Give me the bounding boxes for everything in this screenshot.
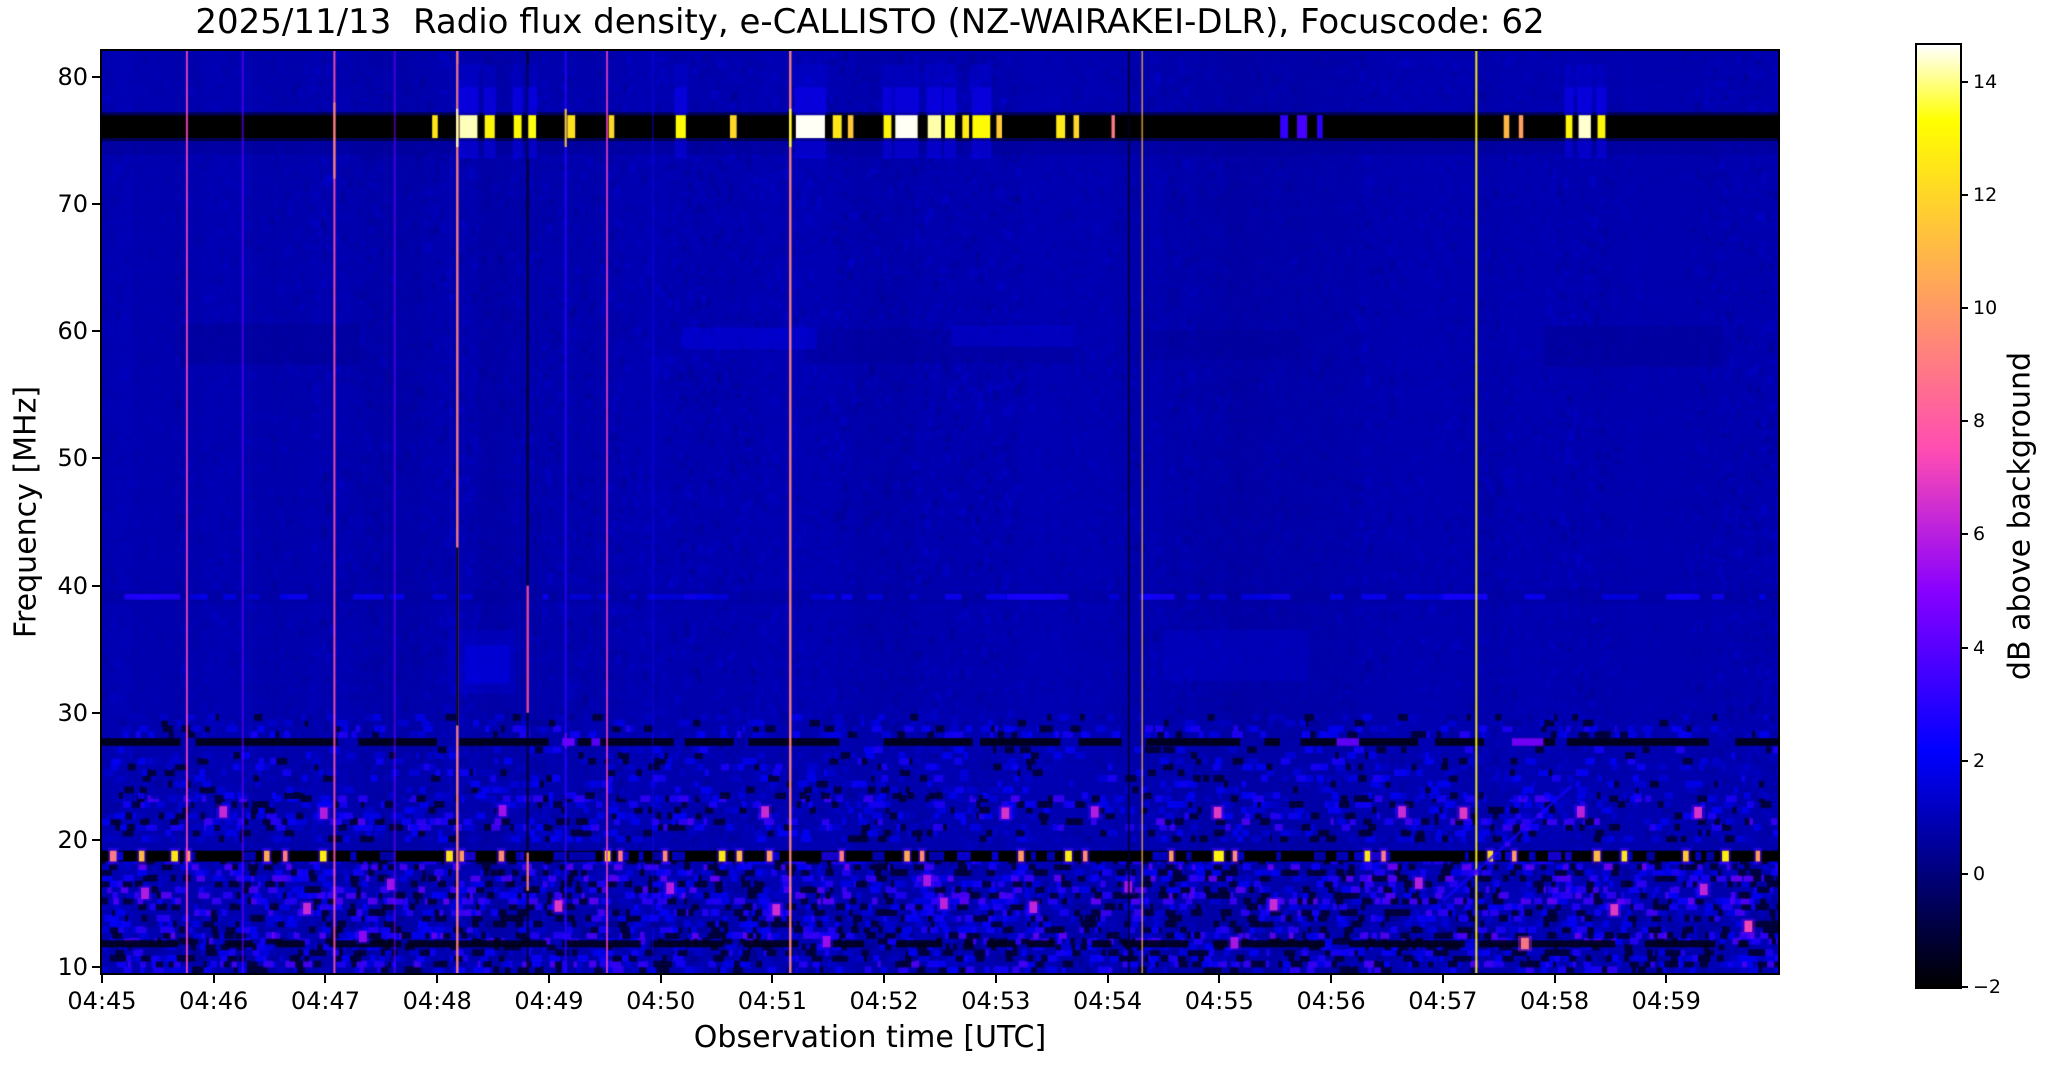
y-tick-mark <box>92 76 102 79</box>
y-axis-label: Frequency [MHz] <box>8 385 44 639</box>
x-tick-mark <box>1553 973 1556 983</box>
x-tick-label: 04:56 <box>1296 987 1366 1015</box>
colorbar-tick-mark <box>1960 80 1968 83</box>
colorbar-canvas <box>1915 43 1962 989</box>
colorbar-tick-label: 0 <box>1973 862 1986 885</box>
colorbar-tick-label: −2 <box>1973 976 2002 998</box>
x-tick-label: 04:51 <box>737 987 807 1015</box>
colorbar-tick-label: 10 <box>1973 297 1998 320</box>
x-tick-label: 04:47 <box>290 987 361 1015</box>
x-tick-label: 04:57 <box>1408 987 1478 1015</box>
y-tick-mark <box>92 330 102 333</box>
x-tick-label: 04:53 <box>961 987 1031 1015</box>
colorbar-tick-mark <box>1960 872 1968 875</box>
colorbar-tick-mark <box>1960 420 1968 423</box>
x-tick-label: 04:54 <box>1073 987 1143 1015</box>
x-tick-label: 04:49 <box>514 987 584 1015</box>
colorbar-tick-mark <box>1960 759 1968 762</box>
x-tick-mark <box>1218 973 1221 983</box>
y-tick-mark <box>92 203 102 206</box>
colorbar-tick-label: 14 <box>1973 70 1998 93</box>
x-axis-label: Observation time [UTC] <box>693 1020 1047 1055</box>
x-tick-mark <box>101 973 103 983</box>
colorbar-label: dB above background <box>2002 351 2038 681</box>
colorbar-tick-label: 2 <box>1973 749 1986 772</box>
x-tick-mark <box>436 973 439 983</box>
x-tick-label: 04:58 <box>1519 987 1590 1015</box>
x-tick-mark <box>771 973 774 983</box>
x-tick-label: 04:45 <box>67 987 137 1015</box>
colorbar-tick-mark <box>1960 646 1968 649</box>
x-tick-label: 04:48 <box>402 987 472 1015</box>
colorbar-tick-label: 12 <box>1973 183 1998 206</box>
x-tick-label: 04:46 <box>179 987 249 1015</box>
y-tick-mark <box>92 966 102 969</box>
x-tick-mark <box>1106 973 1109 983</box>
x-tick-mark <box>212 973 215 983</box>
y-tick-mark <box>92 838 102 841</box>
x-tick-mark <box>883 973 886 983</box>
colorbar-tick-label: 6 <box>1973 523 1986 546</box>
y-tick-label: 80 <box>57 63 88 92</box>
spectrogram-canvas <box>100 49 1780 975</box>
colorbar-tick-mark <box>1960 193 1968 196</box>
y-tick-label: 30 <box>57 698 88 727</box>
x-tick-mark <box>1665 973 1668 983</box>
x-tick-mark <box>547 973 550 983</box>
x-tick-label: 04:55 <box>1184 987 1254 1015</box>
y-tick-mark <box>92 711 102 714</box>
colorbar-tick-mark <box>1960 307 1968 310</box>
colorbar-tick-mark <box>1960 533 1968 536</box>
y-tick-label: 20 <box>57 825 88 854</box>
y-tick-label: 40 <box>57 571 88 600</box>
colorbar-tick-label: 8 <box>1973 410 1986 433</box>
x-tick-label: 04:59 <box>1631 987 1701 1015</box>
x-tick-mark <box>1330 973 1333 983</box>
x-tick-mark <box>1441 973 1444 983</box>
y-tick-label: 70 <box>57 190 88 219</box>
y-tick-label: 10 <box>57 953 88 982</box>
x-tick-mark <box>659 973 662 983</box>
plot-title: 2025/11/13 Radio flux density, e-CALLIST… <box>195 2 1545 42</box>
y-tick-label: 60 <box>57 317 88 346</box>
colorbar-tick-label: 4 <box>1973 636 1986 659</box>
y-tick-mark <box>92 457 102 460</box>
y-tick-label: 50 <box>57 444 88 473</box>
y-tick-mark <box>92 584 102 587</box>
x-tick-label: 04:52 <box>849 987 919 1015</box>
x-tick-mark <box>994 973 997 983</box>
colorbar-tick-mark <box>1960 986 1968 988</box>
x-tick-mark <box>324 973 327 983</box>
x-tick-label: 04:50 <box>626 987 696 1015</box>
